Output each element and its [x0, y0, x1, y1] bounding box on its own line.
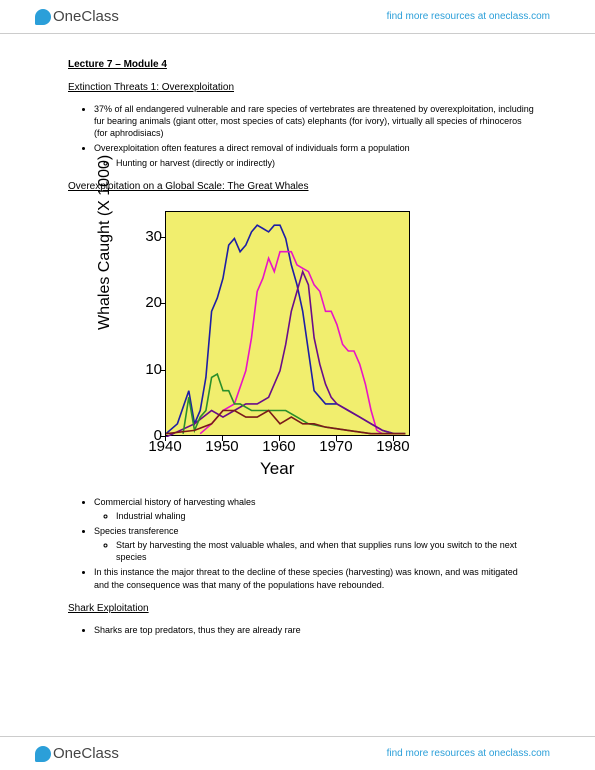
footer: OneClass find more resources at oneclass…: [0, 736, 595, 770]
sub-list: Industrial whaling: [94, 510, 535, 522]
list-item-text: Overexploitation often features a direct…: [94, 143, 410, 153]
list-item-text: Species transference: [94, 526, 179, 536]
lecture-title: Lecture 7 – Module 4: [68, 59, 535, 70]
logo-text-a: One: [53, 745, 81, 762]
logo: OneClass: [35, 8, 119, 25]
ytick-mark: [160, 370, 165, 371]
chart-wrap: Whales Caught (X 1000) Year 010203019401…: [110, 206, 535, 486]
bullets-3: Sharks are top predators, thus they are …: [68, 624, 535, 636]
logo-text-b: Class: [81, 8, 119, 25]
sub-list: Start by harvesting the most valuable wh…: [94, 539, 535, 563]
sub-list: Hunting or harvest (directly or indirect…: [94, 157, 535, 169]
chart-ylabel: Whales Caught (X 1000): [96, 155, 114, 330]
ytick-mark: [160, 237, 165, 238]
series-line: [166, 271, 405, 436]
series-line: [200, 251, 405, 433]
list-item-text: Commercial history of harvesting whales: [94, 497, 256, 507]
ytick-mark: [160, 303, 165, 304]
header: OneClass find more resources at oneclass…: [0, 0, 595, 34]
xtick-mark: [393, 436, 394, 441]
section-head-2: Overexploitation on a Global Scale: The …: [68, 181, 535, 192]
plot-area: [165, 211, 410, 436]
logo-icon: [35, 9, 51, 25]
xtick-mark: [279, 436, 280, 441]
section-head-1: Extinction Threats 1: Overexploitation: [68, 82, 535, 93]
list-item: Industrial whaling: [116, 510, 535, 522]
list-item: Hunting or harvest (directly or indirect…: [116, 157, 535, 169]
list-item: Sharks are top predators, thus they are …: [94, 624, 535, 636]
header-link[interactable]: find more resources at oneclass.com: [387, 11, 550, 22]
footer-link[interactable]: find more resources at oneclass.com: [387, 748, 550, 759]
logo-footer: OneClass: [35, 745, 119, 762]
list-item: Species transference Start by harvesting…: [94, 525, 535, 563]
logo-text-b: Class: [81, 745, 119, 762]
chart-series: [166, 212, 411, 437]
whales-chart: Whales Caught (X 1000) Year 010203019401…: [110, 206, 430, 486]
list-item: Overexploitation often features a direct…: [94, 142, 535, 168]
bullets-1: 37% of all endangered vulnerable and rar…: [68, 103, 535, 169]
logo-icon: [35, 746, 51, 762]
list-item: In this instance the major threat to the…: [94, 566, 535, 590]
chart-xlabel: Year: [260, 459, 294, 479]
xtick-mark: [336, 436, 337, 441]
xtick-mark: [165, 436, 166, 441]
list-item: 37% of all endangered vulnerable and rar…: [94, 103, 535, 139]
logo-text-a: One: [53, 8, 81, 25]
bullets-2: Commercial history of harvesting whales …: [68, 496, 535, 591]
list-item: Commercial history of harvesting whales …: [94, 496, 535, 522]
content: Lecture 7 – Module 4 Extinction Threats …: [0, 34, 595, 654]
xtick-mark: [222, 436, 223, 441]
list-item: Start by harvesting the most valuable wh…: [116, 539, 535, 563]
logo-text: OneClass: [53, 8, 119, 25]
logo-text: OneClass: [53, 745, 119, 762]
section-head-3: Shark Exploitation: [68, 603, 535, 614]
